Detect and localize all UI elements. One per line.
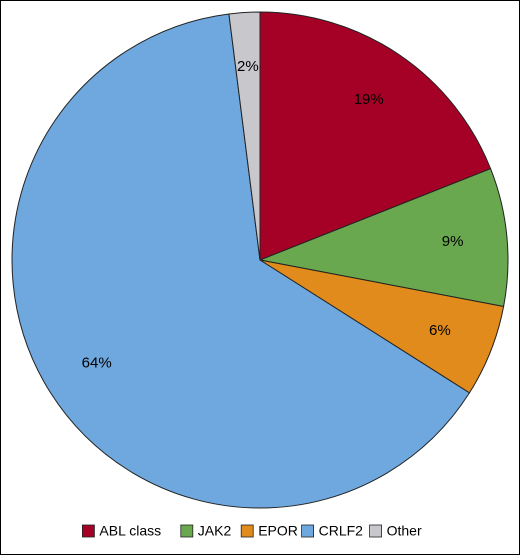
legend-swatch: [240, 524, 254, 538]
legend-label: CRLF2: [319, 523, 364, 539]
data-label: 19%: [354, 91, 384, 108]
data-label: 2%: [237, 58, 259, 75]
legend-swatch: [301, 524, 315, 538]
data-label: 6%: [429, 322, 451, 339]
data-label: 9%: [442, 233, 464, 250]
pie-slice: [228, 11, 261, 261]
legend-label: JAK2: [198, 523, 232, 539]
pie-slice: [11, 13, 471, 509]
legend-label: ABL class: [99, 523, 161, 539]
legend-swatch: [82, 524, 95, 538]
pie-slice: [259, 11, 492, 261]
data-label: 64%: [82, 355, 112, 372]
legend-label: Other: [387, 523, 422, 539]
legend-swatch: [369, 524, 383, 538]
pie-slice: [258, 168, 509, 308]
legend-swatch: [180, 524, 194, 538]
legend-label: EPOR: [258, 523, 298, 539]
